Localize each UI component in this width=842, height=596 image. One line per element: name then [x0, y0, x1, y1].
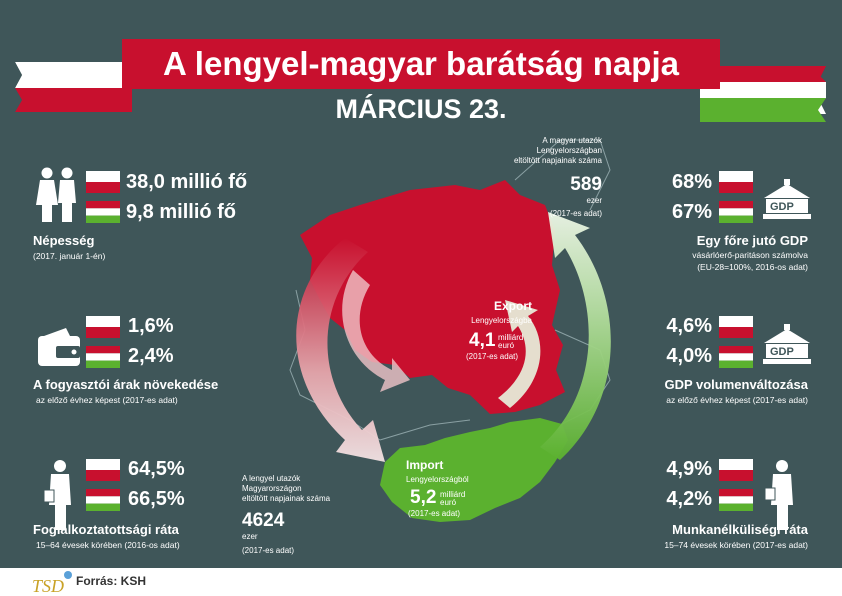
page-title: A lengyel-magyar barátság napja [122, 39, 720, 89]
flag-chip-hu [719, 201, 753, 223]
flag-chip-pl [86, 316, 120, 338]
flag-chip-hu [719, 489, 753, 511]
import-src: Lengyelországból [406, 475, 469, 484]
import-arrow [296, 238, 385, 462]
import-note: (2017-es adat) [408, 509, 461, 518]
ksh-logo-icon: TSD [32, 571, 72, 596]
flag-chip-hu [86, 201, 120, 223]
travel-pl-line2: Magyarországon [242, 484, 302, 493]
gdp-badge: GDP [770, 346, 794, 358]
population-note: (2017. január 1-én) [33, 251, 106, 261]
flag-chip-hu [86, 489, 120, 511]
hungarian-flag-ribbon [700, 66, 826, 122]
population-pl-value: 38,0 millió fő [126, 171, 248, 193]
flag-chip-hu [719, 346, 753, 368]
export-note: (2017-es adat) [466, 352, 519, 361]
flag-chip-pl [86, 459, 120, 481]
inflation-pl-value: 1,6% [128, 315, 174, 337]
import-value: 5,2 [410, 487, 437, 508]
gdp-per-capita-hu-value: 67% [671, 201, 712, 223]
employment-label: Foglalkoztatottsági ráta [33, 522, 179, 537]
inflation-hu-value: 2,4% [128, 345, 174, 367]
gdp-building-icon [763, 179, 811, 219]
gdp-change-pl-value: 4,6% [666, 315, 712, 337]
export-value: 4,1 [469, 330, 496, 351]
gdp-change-hu-value: 4,0% [666, 345, 712, 367]
gdp-per-capita-note1: vásárlóerő-paritáson számolva [692, 250, 808, 260]
svg-text:TSD: TSD [32, 576, 64, 596]
travel-hu-line2: Lengyelországban [536, 146, 602, 155]
travel-pl-unit: ezer [242, 532, 258, 541]
travel-pl-value: 4624 [242, 510, 285, 531]
import-unit2: euró [440, 498, 457, 507]
export-arrow [540, 212, 611, 460]
gdp-badge: GDP [770, 201, 794, 213]
gdp-per-capita-pl-value: 68% [671, 171, 712, 193]
travel-hu-value: 589 [570, 174, 602, 195]
gdp-building-icon [763, 324, 811, 364]
travel-pl-note: (2017-es adat) [242, 546, 295, 555]
polish-flag-ribbon [15, 62, 132, 112]
hungary-map [380, 418, 568, 522]
jobseeker-icon [764, 460, 793, 530]
people-icon [36, 167, 76, 222]
source-text: Forrás: KSH [76, 574, 147, 588]
unemployment-note: 15–74 évesek körében (2017-es adat) [664, 540, 808, 550]
export-dest: Lengyelországba [471, 316, 532, 325]
employment-pl-value: 64,5% [128, 458, 185, 480]
gdp-per-capita-label: Egy főre jutó GDP [696, 233, 808, 248]
unemployment-label: Munkanélküliségi ráta [672, 522, 808, 537]
flag-chip-hu [86, 346, 120, 368]
export-unit1: milliárd [498, 333, 524, 342]
date-subtitle: MÁRCIUS 23. [335, 94, 507, 124]
flag-chip-pl [719, 459, 753, 481]
employment-note: 15–64 évesek körében (2016-os adat) [36, 540, 180, 550]
gdp-change-label: GDP volumenváltozása [664, 377, 808, 392]
export-unit2: euró [498, 341, 515, 350]
footer: TSD Forrás: KSH [0, 568, 842, 596]
export-title: Export [493, 299, 532, 313]
flag-chip-pl [719, 316, 753, 338]
flag-chip-pl [86, 171, 120, 193]
gdp-change-note: az előző évhez képest (2017-es adat) [666, 395, 808, 405]
import-title: Import [406, 458, 444, 472]
inflation-note: az előző évhez képest (2017-es adat) [36, 395, 178, 405]
inflation-label: A fogyasztói árak növekedése [33, 377, 219, 392]
wallet-icon [38, 328, 80, 366]
flag-chip-pl [719, 171, 753, 193]
population-hu-value: 9,8 millió fő [126, 201, 237, 223]
employment-hu-value: 66,5% [128, 488, 185, 510]
unemployment-hu-value: 4,2% [666, 488, 712, 510]
businessman-icon [43, 460, 71, 530]
travel-hu-unit: ezer [586, 196, 602, 205]
gdp-per-capita-note2: (EU-28=100%, 2016-os adat) [697, 262, 808, 272]
population-label: Népesség [33, 233, 95, 248]
import-unit1: milliárd [440, 490, 466, 499]
travel-hu-note: (2017-es adat) [549, 209, 602, 218]
travel-pl-line1: A lengyel utazók [242, 474, 301, 483]
travel-pl-line3: eltöltött napjainak száma [242, 494, 331, 503]
unemployment-pl-value: 4,9% [666, 458, 712, 480]
travel-hu-line3: eltöltött napjainak száma [513, 156, 602, 165]
travel-hu-line1: A magyar utazók [542, 136, 602, 145]
